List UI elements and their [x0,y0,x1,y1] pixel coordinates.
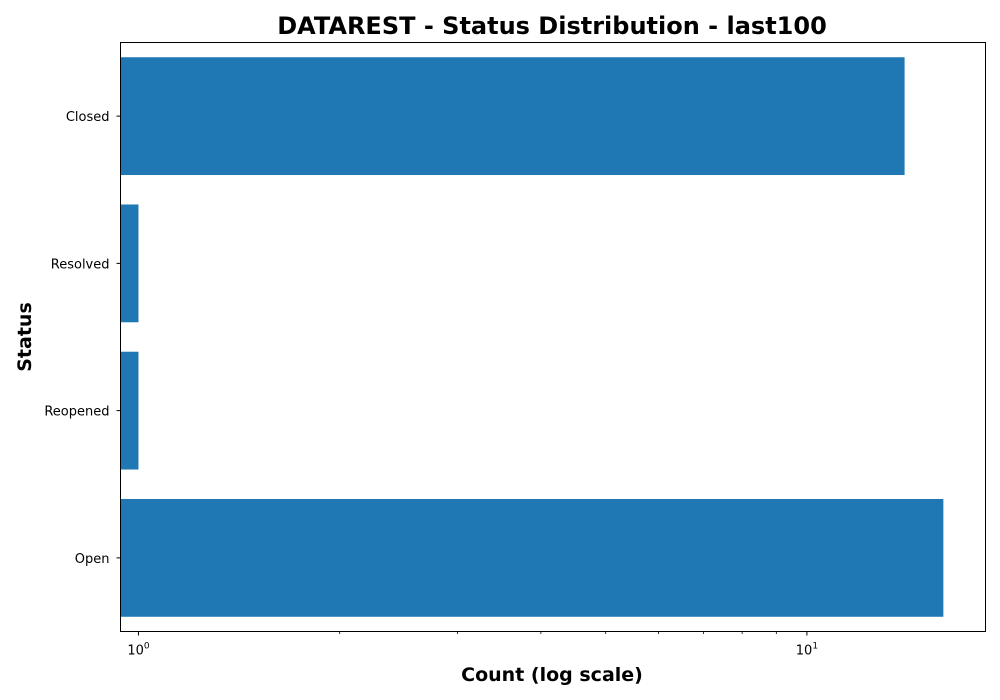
x-tick-label-1: 101 [796,642,818,659]
bar-reopened [120,351,139,470]
plot-area-frame [120,42,986,632]
y-tick-label-closed: Closed [66,110,110,125]
x-axis-ticks: 100 101 [127,631,818,659]
y-tick-label-open: Open [75,552,110,567]
chart-title: DATAREST - Status Distribution - last100 [277,12,827,40]
bar-resolved [120,204,139,323]
bar-closed [120,57,905,176]
bar-open [120,498,944,617]
y-tick-label-resolved: Resolved [51,257,110,272]
bars-layer [120,57,944,617]
x-axis-title: Count (log scale) [461,664,643,686]
y-axis-ticks: Closed Resolved Reopened Open [44,110,121,567]
x-tick-label-0: 100 [127,642,150,659]
y-tick-label-reopened: Reopened [44,405,109,420]
y-axis-title: Status [14,302,36,372]
